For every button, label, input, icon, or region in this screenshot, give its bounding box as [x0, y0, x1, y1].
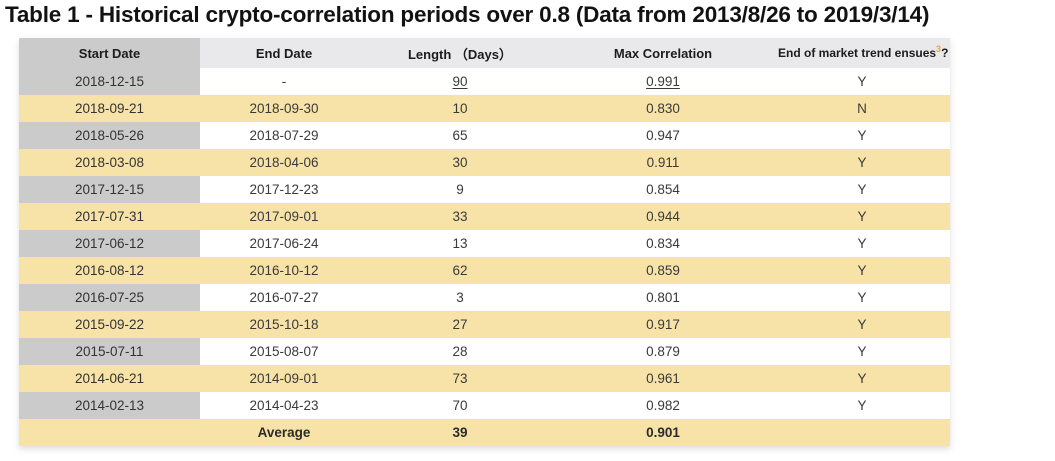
cell-end-date: -: [200, 68, 368, 95]
cell-end-date: 2015-10-18: [200, 311, 368, 338]
cell-length: 9: [368, 176, 552, 203]
table-row: 2015-07-11 2015-08-07 28 0.879 Y: [19, 338, 950, 365]
table-row: 2017-06-12 2017-06-24 13 0.834 Y: [19, 230, 950, 257]
cell-trend-ensues: Y: [774, 365, 950, 392]
cell-length: 62: [368, 257, 552, 284]
cell-start-date: 2016-08-12: [19, 257, 200, 284]
cell-trend-ensues: Y: [774, 230, 950, 257]
cell-max-correlation: 0.859: [552, 257, 774, 284]
average-length: 39: [368, 419, 552, 446]
average-row: Average 39 0.901: [19, 419, 950, 446]
cell-end-date: 2015-08-07: [200, 338, 368, 365]
average-trend-empty: [774, 419, 950, 446]
average-max-correlation: 0.901: [552, 419, 774, 446]
cell-length: 33: [368, 203, 552, 230]
cell-max-correlation: 0.911: [552, 149, 774, 176]
cell-start-date-empty: [19, 419, 200, 446]
cell-trend-ensues: Y: [774, 176, 950, 203]
header-row: Start Date End Date Length （Days） Max Co…: [19, 38, 950, 68]
cell-length: 27: [368, 311, 552, 338]
average-label: Average: [200, 419, 368, 446]
cell-trend-ensues: N: [774, 95, 950, 122]
cell-start-date: 2016-07-25: [19, 284, 200, 311]
cell-length: 28: [368, 338, 552, 365]
cell-start-date: 2018-12-15: [19, 68, 200, 95]
cell-end-date: 2018-04-06: [200, 149, 368, 176]
table-row: 2017-07-31 2017-09-01 33 0.944 Y: [19, 203, 950, 230]
cell-trend-ensues: Y: [774, 257, 950, 284]
cell-max-correlation: 0.944: [552, 203, 774, 230]
cell-trend-ensues: Y: [774, 284, 950, 311]
column-header-start-date: Start Date: [19, 38, 200, 68]
column-header-length-days: Length （Days）: [368, 38, 552, 68]
table-row: 2016-08-12 2016-10-12 62 0.859 Y: [19, 257, 950, 284]
cell-max-correlation: 0.991: [552, 68, 774, 95]
table-row: 2015-09-22 2015-10-18 27 0.917 Y: [19, 311, 950, 338]
cell-start-date: 2015-07-11: [19, 338, 200, 365]
cell-length: 13: [368, 230, 552, 257]
column-header-trend-ensues: End of market trend ensues3?: [774, 38, 950, 68]
cell-length: 90: [368, 68, 552, 95]
cell-length: 30: [368, 149, 552, 176]
cell-max-correlation: 0.961: [552, 365, 774, 392]
cell-trend-ensues: Y: [774, 311, 950, 338]
cell-start-date: 2018-03-08: [19, 149, 200, 176]
table-row: 2017-12-15 2017-12-23 9 0.854 Y: [19, 176, 950, 203]
cell-length: 65: [368, 122, 552, 149]
cell-start-date: 2015-09-22: [19, 311, 200, 338]
cell-trend-ensues: Y: [774, 338, 950, 365]
cell-start-date: 2017-07-31: [19, 203, 200, 230]
cell-max-correlation: 0.830: [552, 95, 774, 122]
column-header-end-date: End Date: [200, 38, 368, 68]
cell-start-date: 2014-06-21: [19, 365, 200, 392]
cell-end-date: 2017-09-01: [200, 203, 368, 230]
table-row: 2016-07-25 2016-07-27 3 0.801 Y: [19, 284, 950, 311]
cell-end-date: 2016-10-12: [200, 257, 368, 284]
cell-max-correlation: 0.801: [552, 284, 774, 311]
cell-trend-ensues: Y: [774, 392, 950, 419]
cell-end-date: 2018-09-30: [200, 95, 368, 122]
trend-header-question-mark: ?: [941, 46, 949, 60]
table-row: 2018-12-15 - 90 0.991 Y: [19, 68, 950, 95]
table-row: 2014-06-21 2014-09-01 73 0.961 Y: [19, 365, 950, 392]
underlined-length-value: 90: [452, 74, 468, 89]
cell-trend-ensues: Y: [774, 122, 950, 149]
cell-trend-ensues: Y: [774, 203, 950, 230]
cell-length: 3: [368, 284, 552, 311]
cell-start-date: 2017-06-12: [19, 230, 200, 257]
cell-end-date: 2014-04-23: [200, 392, 368, 419]
footnote-marker: 3: [936, 44, 942, 54]
cell-max-correlation: 0.854: [552, 176, 774, 203]
cell-length: 70: [368, 392, 552, 419]
cell-length: 10: [368, 95, 552, 122]
cell-end-date: 2016-07-27: [200, 284, 368, 311]
cell-start-date: 2017-12-15: [19, 176, 200, 203]
cell-end-date: 2018-07-29: [200, 122, 368, 149]
table-row: 2018-05-26 2018-07-29 65 0.947 Y: [19, 122, 950, 149]
table-title: Table 1 - Historical crypto-correlation …: [5, 2, 930, 27]
cell-max-correlation: 0.947: [552, 122, 774, 149]
cell-trend-ensues: Y: [774, 68, 950, 95]
cell-trend-ensues: Y: [774, 149, 950, 176]
cell-max-correlation: 0.879: [552, 338, 774, 365]
cell-end-date: 2017-06-24: [200, 230, 368, 257]
cell-max-correlation: 0.917: [552, 311, 774, 338]
cell-start-date: 2018-09-21: [19, 95, 200, 122]
column-header-max-correlation: Max Correlation: [552, 38, 774, 68]
cell-start-date: 2014-02-13: [19, 392, 200, 419]
table-row: 2018-09-21 2018-09-30 10 0.830 N: [19, 95, 950, 122]
correlation-periods-table: Start Date End Date Length （Days） Max Co…: [19, 38, 950, 446]
cell-end-date: 2014-09-01: [200, 365, 368, 392]
table-row: 2018-03-08 2018-04-06 30 0.911 Y: [19, 149, 950, 176]
trend-header-label: End of market trend ensues: [778, 46, 937, 60]
cell-max-correlation: 0.982: [552, 392, 774, 419]
cell-max-correlation: 0.834: [552, 230, 774, 257]
table-row: 2014-02-13 2014-04-23 70 0.982 Y: [19, 392, 950, 419]
cell-length: 73: [368, 365, 552, 392]
cell-start-date: 2018-05-26: [19, 122, 200, 149]
cell-end-date: 2017-12-23: [200, 176, 368, 203]
underlined-correlation-value: 0.991: [646, 74, 680, 89]
